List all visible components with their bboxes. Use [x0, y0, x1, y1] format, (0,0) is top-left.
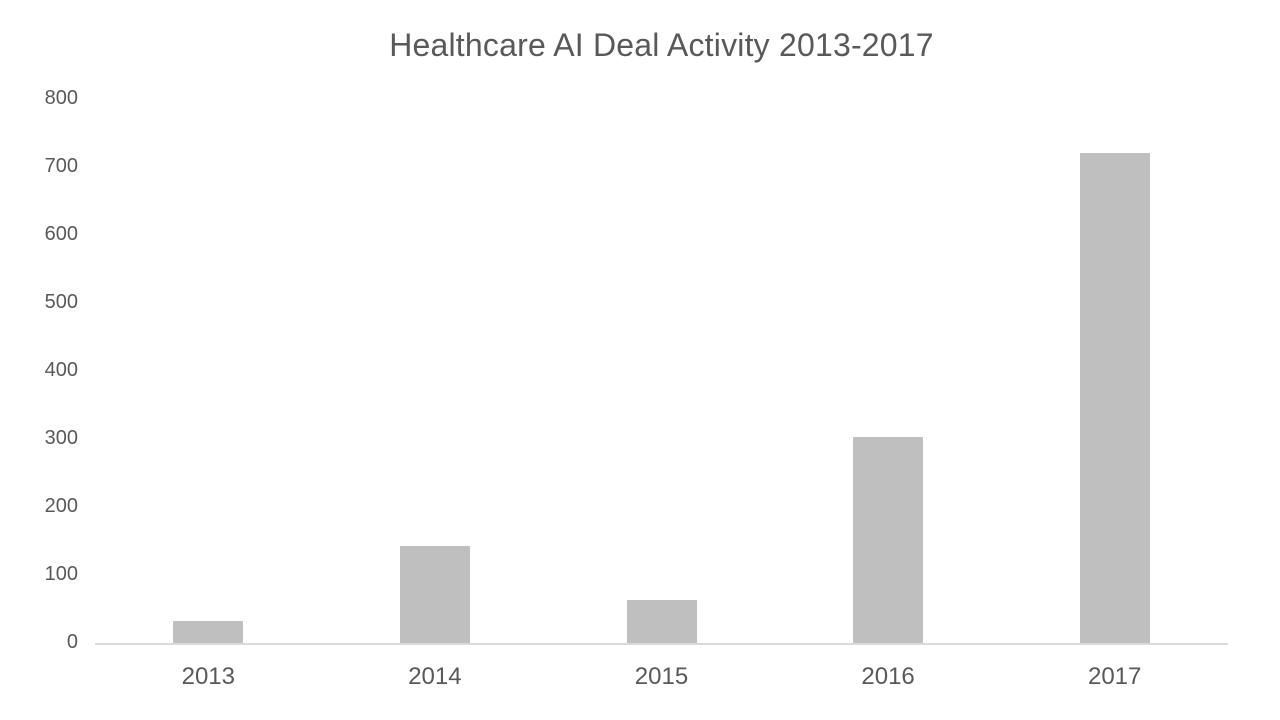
- bar-2013: [173, 621, 244, 643]
- y-tick-label: 400: [44, 359, 78, 381]
- y-tick-label: 100: [44, 563, 78, 585]
- bar-2014: [399, 545, 470, 643]
- y-tick-label: 500: [44, 291, 78, 313]
- bar-2016: [853, 436, 924, 643]
- bar-2017: [1079, 153, 1150, 643]
- y-tick-label: 600: [44, 223, 78, 245]
- y-tick-label: 0: [66, 631, 78, 653]
- y-tick-label: 700: [44, 155, 78, 177]
- x-tick-label: 2014: [408, 663, 462, 690]
- y-tick-label: 800: [44, 87, 78, 109]
- x-axis-line: [95, 643, 1228, 645]
- x-tick-label: 2017: [1087, 663, 1142, 690]
- chart-title: Healthcare AI Deal Activity 2013-2017: [389, 27, 934, 63]
- y-tick-label: 300: [44, 427, 78, 449]
- x-tick-label: 2015: [634, 663, 689, 690]
- x-tick-label: 2016: [861, 663, 915, 690]
- y-tick-label: 200: [44, 495, 78, 517]
- x-tick-label: 2013: [181, 663, 235, 690]
- bar-2015: [626, 600, 697, 643]
